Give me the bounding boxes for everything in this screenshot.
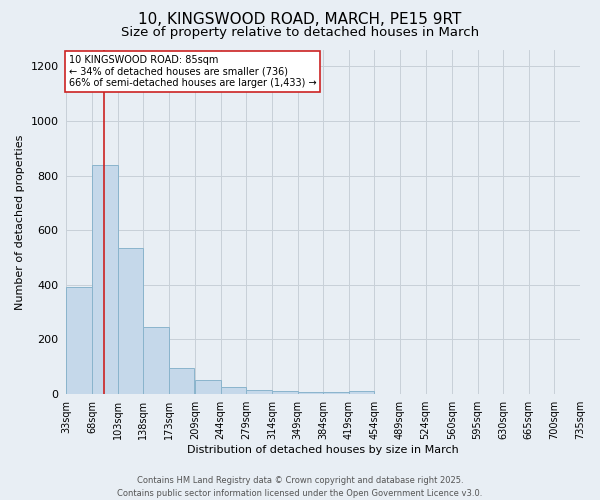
- Bar: [118, 248, 143, 394]
- Text: Size of property relative to detached houses in March: Size of property relative to detached ho…: [121, 26, 479, 39]
- X-axis label: Distribution of detached houses by size in March: Distribution of detached houses by size …: [187, 445, 459, 455]
- Bar: [349, 391, 374, 394]
- Bar: [272, 391, 298, 394]
- Bar: [298, 392, 323, 394]
- Bar: [143, 327, 169, 394]
- Bar: [195, 380, 221, 394]
- Y-axis label: Number of detached properties: Number of detached properties: [15, 134, 25, 310]
- Bar: [323, 392, 349, 394]
- Bar: [92, 164, 118, 394]
- Text: 10, KINGSWOOD ROAD, MARCH, PE15 9RT: 10, KINGSWOOD ROAD, MARCH, PE15 9RT: [139, 12, 461, 28]
- Text: Contains HM Land Registry data © Crown copyright and database right 2025.
Contai: Contains HM Land Registry data © Crown c…: [118, 476, 482, 498]
- Bar: [67, 288, 92, 394]
- Title: 10, KINGSWOOD ROAD, MARCH, PE15 9RT
Size of property relative to detached houses: 10, KINGSWOOD ROAD, MARCH, PE15 9RT Size…: [0, 499, 1, 500]
- Bar: [169, 368, 194, 394]
- Bar: [221, 387, 247, 394]
- Bar: [247, 390, 272, 394]
- Text: 10 KINGSWOOD ROAD: 85sqm
← 34% of detached houses are smaller (736)
66% of semi-: 10 KINGSWOOD ROAD: 85sqm ← 34% of detach…: [69, 55, 317, 88]
